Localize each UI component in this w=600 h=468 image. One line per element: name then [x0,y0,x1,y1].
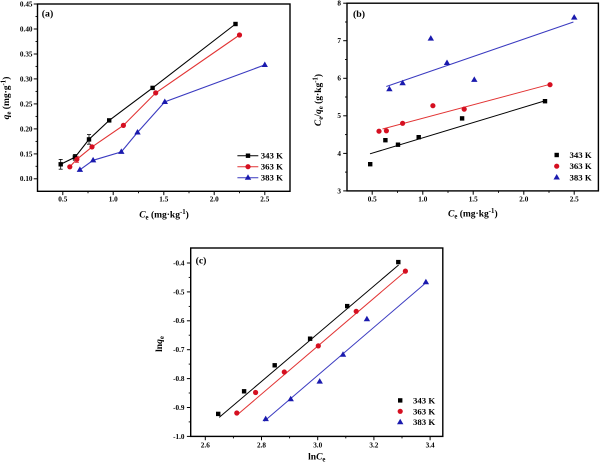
svg-text:-0.4: -0.4 [173,259,185,267]
svg-text:(a): (a) [42,9,53,20]
svg-text:0.35: 0.35 [20,50,33,58]
svg-text:1.0: 1.0 [109,196,118,204]
svg-text:0.10: 0.10 [20,175,33,183]
svg-text:0.20: 0.20 [20,125,33,133]
svg-text:7: 7 [337,37,341,45]
svg-text:4: 4 [337,150,341,158]
svg-text:lnCe: lnCe [308,453,325,464]
svg-text:2.6: 2.6 [201,442,210,450]
svg-text:0.5: 0.5 [58,196,67,204]
svg-text:3: 3 [337,187,341,195]
svg-text:3.2: 3.2 [369,442,378,450]
svg-text:0.5: 0.5 [368,196,377,204]
svg-text:1.0: 1.0 [418,196,427,204]
svg-text:0.40: 0.40 [20,25,33,33]
svg-text:383 K: 383 K [413,417,435,427]
svg-text:-0.5: -0.5 [173,288,185,296]
svg-text:2.5: 2.5 [570,196,579,204]
svg-text:-0.6: -0.6 [173,317,185,325]
svg-text:-0.9: -0.9 [173,404,185,412]
svg-text:(c): (c) [196,256,207,267]
svg-text:3.0: 3.0 [313,442,322,450]
svg-text:1.5: 1.5 [469,196,478,204]
svg-text:-0.7: -0.7 [173,346,185,354]
svg-text:-0.8: -0.8 [173,375,185,383]
svg-text:Ce (mg·kg-1): Ce (mg·kg-1) [448,208,498,221]
svg-text:383 K: 383 K [261,173,283,183]
svg-text:6: 6 [337,75,341,83]
svg-text:363 K: 363 K [261,162,283,172]
svg-text:5: 5 [337,112,341,120]
svg-text:2.0: 2.0 [210,196,219,204]
svg-text:383 K: 383 K [570,172,592,182]
svg-text:lnqe: lnqe [155,336,166,352]
svg-text:343 K: 343 K [570,150,592,160]
svg-text:0.25: 0.25 [20,100,33,108]
svg-text:3.4: 3.4 [426,442,435,450]
svg-text:363 K: 363 K [570,161,592,171]
svg-text:2.5: 2.5 [260,196,269,204]
svg-text:363 K: 363 K [413,406,435,416]
svg-text:Ce/qe (g·kg-1): Ce/qe (g·kg-1) [313,74,326,126]
svg-text:2.8: 2.8 [257,442,266,450]
svg-text:8: 8 [337,0,341,8]
svg-text:1.5: 1.5 [159,196,168,204]
svg-text:2.0: 2.0 [519,196,528,204]
svg-text:Ce (mg·kg-1): Ce (mg·kg-1) [139,209,189,222]
svg-text:0.15: 0.15 [20,150,33,158]
svg-text:(b): (b) [353,9,365,20]
svg-text:343 K: 343 K [413,395,435,405]
svg-text:0.45: 0.45 [20,0,33,8]
svg-text:qe (mg·g-1): qe (mg·g-1) [1,77,14,120]
svg-text:343 K: 343 K [261,151,283,161]
svg-text:0.30: 0.30 [20,75,33,83]
svg-text:-1.0: -1.0 [173,433,185,441]
